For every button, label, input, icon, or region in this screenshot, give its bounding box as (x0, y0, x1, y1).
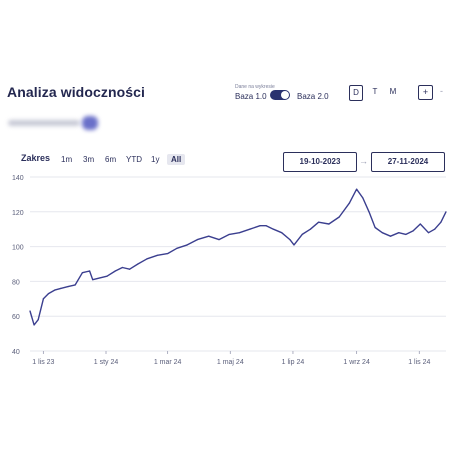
series-point (301, 233, 303, 236)
blurred-domain-badge (82, 116, 98, 130)
series-point (328, 223, 330, 225)
series-point (318, 221, 320, 223)
range-all-button[interactable]: All (167, 154, 186, 165)
x-tick-label: 1 lis 24 (408, 359, 430, 366)
series-point (398, 232, 400, 234)
remove-button[interactable]: - (440, 86, 443, 96)
range-6m-button[interactable]: 6m (105, 155, 117, 164)
series-point (265, 225, 267, 227)
series-point (405, 233, 407, 236)
series-point (238, 232, 241, 234)
series-point (293, 244, 295, 246)
add-button[interactable]: + (418, 85, 433, 100)
series-point (99, 277, 101, 279)
series-point (272, 228, 275, 230)
toggle-knob (281, 91, 289, 99)
series-point (88, 270, 91, 272)
base-1-label: Baza 1.0 (235, 92, 267, 101)
series-point (42, 298, 44, 300)
series-point (348, 202, 351, 204)
y-tick-label: 140 (12, 175, 24, 182)
x-tick-label: 1 wrz 24 (343, 359, 370, 366)
series-point (249, 228, 251, 230)
series-point (106, 275, 108, 277)
y-tick-label: 80 (12, 279, 20, 286)
y-tick-label: 40 (12, 349, 20, 356)
series-point (47, 292, 50, 295)
series-point (374, 226, 376, 229)
range-ytd-button[interactable]: YTD (126, 155, 142, 164)
data-source-label: Dane na wykresie (235, 84, 275, 90)
period-week-button[interactable]: T (372, 87, 378, 96)
x-tick-label: 1 mar 24 (154, 359, 182, 366)
series-point (167, 252, 169, 255)
base-2-label: Baza 2.0 (297, 92, 329, 101)
series-point (389, 235, 392, 237)
series-point (37, 319, 39, 321)
series-point (137, 263, 139, 265)
series-point (281, 232, 283, 234)
range-label: Zakres (21, 153, 51, 163)
series-point (338, 216, 340, 218)
range-3m-button[interactable]: 3m (83, 155, 95, 164)
series-point (121, 266, 124, 269)
range-1y-button[interactable]: 1y (151, 155, 160, 164)
series-point (146, 258, 148, 260)
y-tick-label: 120 (12, 210, 24, 217)
date-to-input[interactable]: 27-11-2024 (371, 152, 445, 172)
series-point (440, 221, 442, 223)
blurred-domain-label (8, 120, 80, 126)
series-point (129, 268, 131, 270)
y-tick-label: 60 (12, 314, 20, 321)
series-point (427, 232, 430, 234)
series-point (362, 197, 364, 199)
series-point (434, 228, 436, 230)
series-point (445, 211, 447, 213)
series-point (309, 228, 312, 230)
series-point (54, 289, 56, 291)
series-point (412, 230, 414, 232)
date-from-input[interactable]: 19-10-2023 (283, 152, 357, 172)
series-point (186, 244, 188, 246)
series-point (228, 233, 230, 236)
series-point (114, 270, 116, 272)
period-month-button[interactable]: M (389, 87, 397, 96)
range-1m-button[interactable]: 1m (61, 155, 73, 164)
series-point (259, 225, 261, 227)
series-point (218, 239, 220, 241)
series-point (208, 235, 210, 237)
page-title: Analiza widoczności (7, 84, 146, 100)
series-point (60, 287, 62, 289)
period-day-button[interactable]: D (349, 85, 363, 101)
y-tick-label: 100 (12, 245, 24, 252)
series-point (381, 232, 383, 234)
base-toggle[interactable] (270, 90, 290, 100)
series-point (156, 254, 158, 256)
series-point (419, 223, 421, 225)
series-point (81, 272, 83, 274)
series-point (74, 284, 76, 286)
visibility-chart: 40 60 80 100 120 140 1 lis 23 1 sty 24 1 mar 24… (12, 175, 447, 366)
x-tick-label: 1 lip 24 (282, 359, 305, 366)
series-point (196, 239, 199, 241)
x-tick-label: 1 lis 23 (32, 359, 54, 366)
date-range-arrow: → (359, 156, 368, 166)
series-point (368, 211, 370, 213)
visibility-series-line (29, 188, 447, 326)
x-tick-label: 1 sty 24 (94, 359, 119, 366)
series-point (92, 279, 94, 281)
series-point (33, 324, 35, 326)
series-point (67, 286, 69, 288)
x-tick-label: 1 maj 24 (217, 359, 244, 366)
series-point (289, 239, 291, 241)
series-point (176, 247, 178, 249)
series-point (29, 310, 31, 312)
series-point (356, 188, 358, 190)
